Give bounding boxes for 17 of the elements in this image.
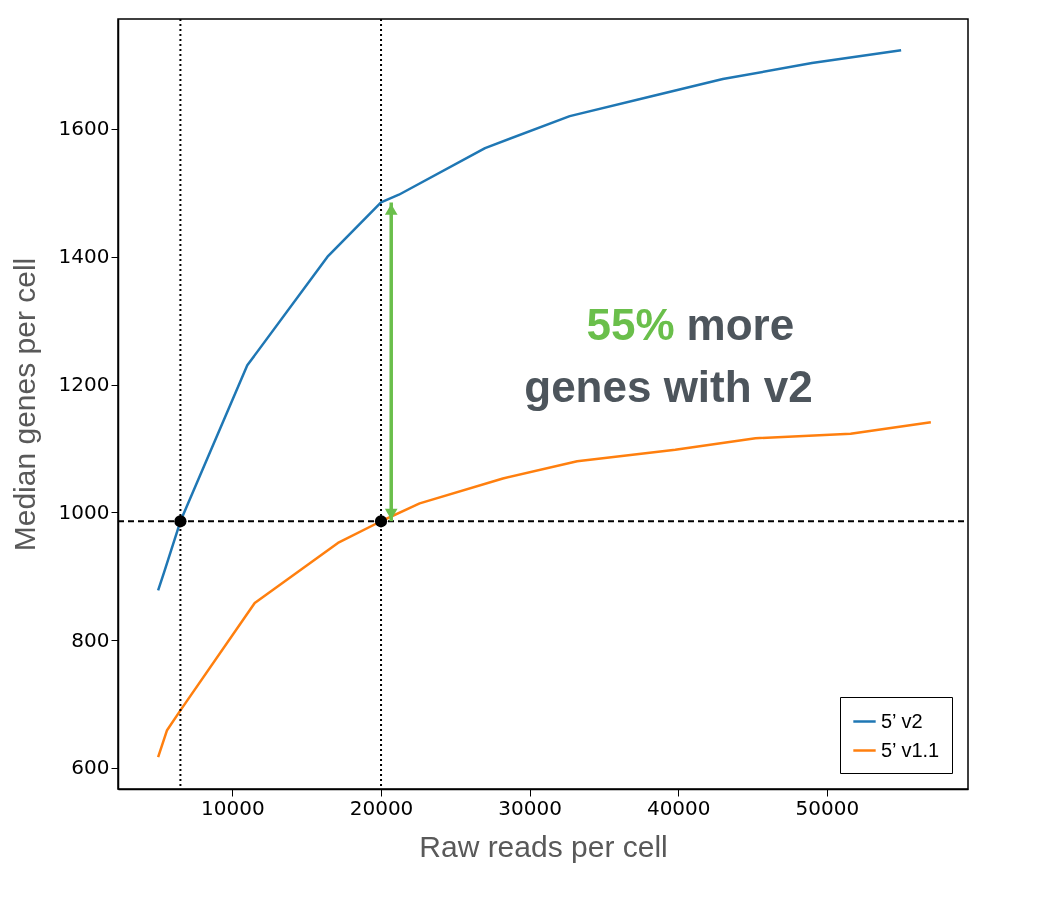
y-tick-label: 600 (71, 755, 110, 780)
y-tick-label: 1200 (58, 372, 110, 397)
y-tick-label: 1600 (58, 116, 110, 141)
y-tick-label: 1000 (58, 499, 110, 524)
y-axis-title: Median genes per cell (7, 257, 41, 552)
y-tick-label: 800 (71, 627, 110, 652)
x-tick-label: 30000 (498, 795, 562, 820)
y-tick-label: 1400 (58, 244, 110, 269)
x-tick-label: 20000 (349, 795, 414, 820)
line-series (156, 49, 903, 592)
legend-label: 5’ v1.1 (881, 738, 940, 761)
x-tick-label: 40000 (646, 795, 711, 820)
legend-label: 5’ v2 (881, 709, 923, 732)
x-tick-label: 50000 (795, 795, 860, 820)
x-tick-label: 10000 (201, 795, 265, 820)
annotation: 55% more genes with v2 (524, 299, 813, 411)
x-axis-title: Raw reads per cell (419, 829, 668, 863)
